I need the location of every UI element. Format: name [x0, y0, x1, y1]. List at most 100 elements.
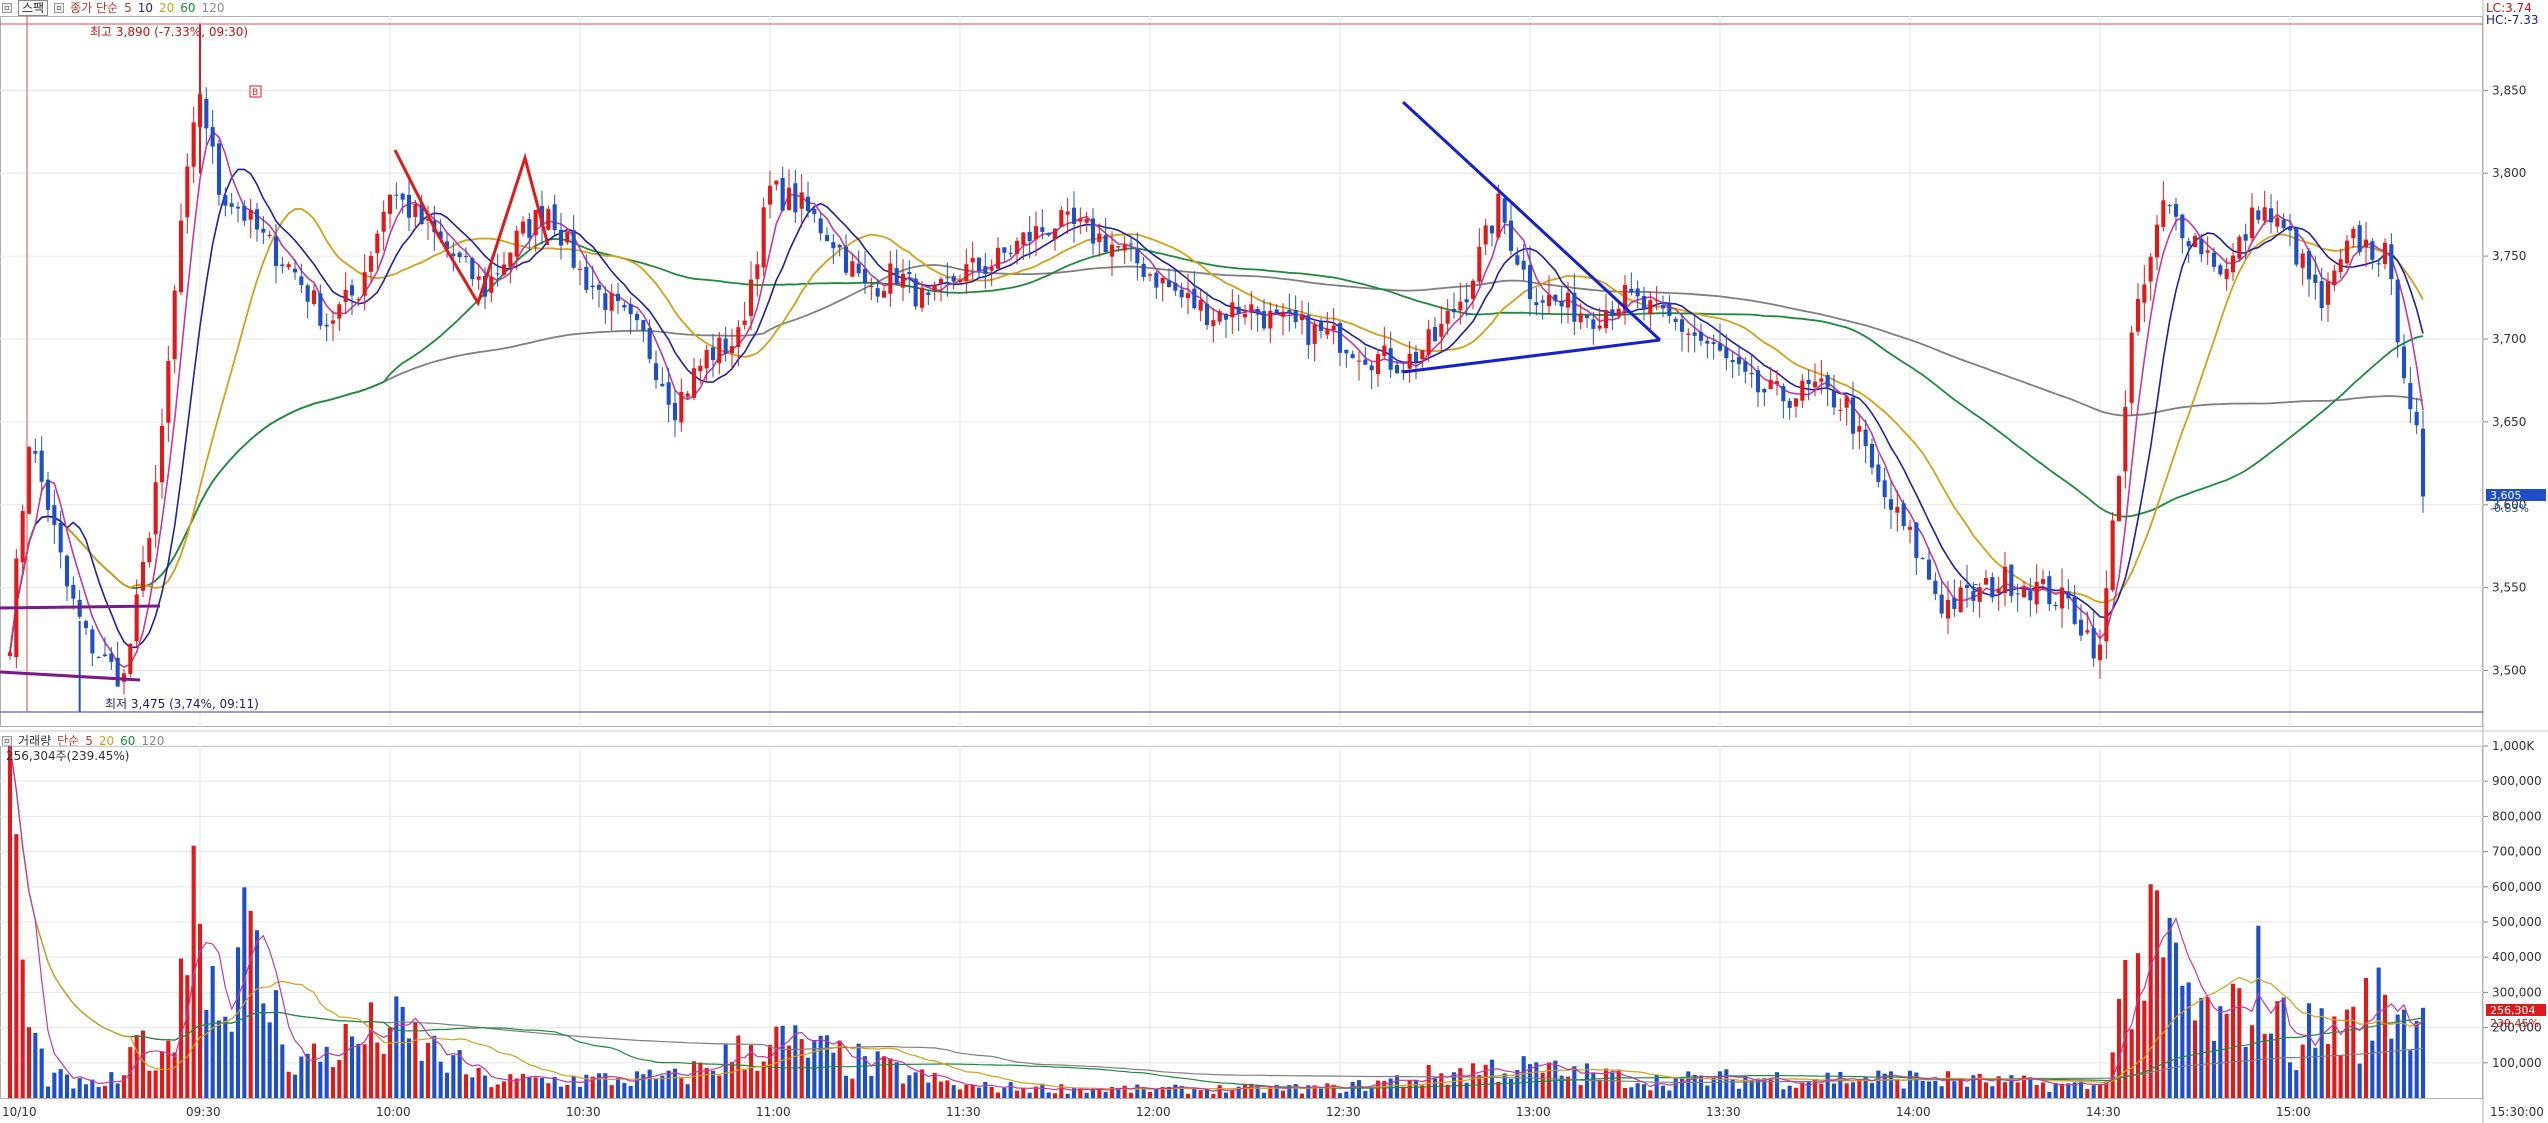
- volume-bar[interactable]: [1717, 1071, 1723, 1098]
- candle-body[interactable]: [2116, 476, 2122, 522]
- volume-bar[interactable]: [1749, 1080, 1754, 1098]
- candle-body[interactable]: [1736, 357, 1742, 364]
- candle-body[interactable]: [1312, 324, 1317, 344]
- buy-marker[interactable]: [249, 85, 262, 98]
- volume-bar[interactable]: [641, 1074, 646, 1098]
- volume-bar[interactable]: [1306, 1085, 1311, 1098]
- volume-bar[interactable]: [2085, 1088, 2090, 1098]
- candle-body[interactable]: [1705, 340, 1710, 344]
- candle-body[interactable]: [1198, 300, 1203, 311]
- volume-bar[interactable]: [767, 1044, 773, 1098]
- candle-body[interactable]: [881, 290, 887, 298]
- candle-body[interactable]: [368, 255, 374, 272]
- candle-body[interactable]: [1888, 499, 1894, 510]
- candle-body[interactable]: [1857, 426, 1862, 432]
- volume-bar[interactable]: [1958, 1079, 1963, 1098]
- volume-bar[interactable]: [1876, 1070, 1881, 1098]
- candle-body[interactable]: [96, 657, 101, 659]
- candle-body[interactable]: [957, 280, 963, 283]
- volume-bar[interactable]: [1470, 1063, 1476, 1098]
- candle-body[interactable]: [1445, 310, 1450, 324]
- candle-body[interactable]: [495, 273, 500, 275]
- volume-bar[interactable]: [1831, 1083, 1837, 1098]
- candle-body[interactable]: [660, 383, 665, 387]
- volume-bar[interactable]: [52, 1072, 57, 1098]
- candle-body[interactable]: [2401, 346, 2407, 379]
- candle-body[interactable]: [311, 290, 317, 304]
- candle-body[interactable]: [2211, 252, 2217, 267]
- candle-body[interactable]: [1217, 311, 1222, 322]
- candle-body[interactable]: [679, 391, 684, 423]
- volume-bar[interactable]: [1597, 1079, 1602, 1098]
- volume-bar[interactable]: [444, 1072, 450, 1098]
- volume-bar[interactable]: [1844, 1083, 1849, 1098]
- candle-body[interactable]: [1572, 292, 1577, 322]
- volume-bar[interactable]: [1090, 1087, 1096, 1098]
- candle-body[interactable]: [2205, 250, 2210, 253]
- candle-body[interactable]: [1502, 198, 1507, 223]
- volume-bar[interactable]: [470, 1077, 475, 1098]
- candle-body[interactable]: [989, 267, 994, 271]
- volume-bar[interactable]: [1128, 1092, 1134, 1098]
- volume-bar[interactable]: [1350, 1081, 1355, 1098]
- volume-bar[interactable]: [1882, 1073, 1887, 1098]
- candle-body[interactable]: [748, 279, 754, 316]
- candle-body[interactable]: [1648, 300, 1653, 315]
- volume-bar[interactable]: [2059, 1083, 2065, 1098]
- volume-bar[interactable]: [305, 1053, 310, 1098]
- volume-bar[interactable]: [508, 1074, 513, 1098]
- candle-body[interactable]: [1280, 311, 1286, 317]
- candle-body[interactable]: [153, 482, 158, 535]
- candle-body[interactable]: [1920, 558, 1925, 560]
- volume-bar[interactable]: [1021, 1088, 1026, 1098]
- candle-body[interactable]: [2072, 596, 2077, 624]
- candle-body[interactable]: [2034, 581, 2039, 605]
- candle-body[interactable]: [1844, 396, 1849, 408]
- volume-bar[interactable]: [425, 1042, 431, 1098]
- candle-body[interactable]: [64, 555, 70, 587]
- volume-bar[interactable]: [1546, 1062, 1552, 1098]
- volume-bar[interactable]: [1603, 1068, 1609, 1098]
- volume-bar[interactable]: [1369, 1086, 1374, 1098]
- volume-bar[interactable]: [520, 1073, 526, 1098]
- volume-bar[interactable]: [926, 1082, 931, 1098]
- candle-body[interactable]: [1749, 373, 1754, 375]
- candle-body[interactable]: [1616, 308, 1621, 317]
- volume-bar[interactable]: [1496, 1081, 1501, 1098]
- volume-bar[interactable]: [1382, 1080, 1387, 1098]
- volume-bar[interactable]: [571, 1076, 576, 1098]
- candle-body[interactable]: [267, 234, 272, 237]
- volume-bar[interactable]: [1945, 1071, 1951, 1098]
- candle-body[interactable]: [1812, 381, 1818, 388]
- volume-bar[interactable]: [330, 1067, 336, 1098]
- volume-bar[interactable]: [1331, 1084, 1336, 1098]
- candle-body[interactable]: [736, 327, 741, 347]
- candle-body[interactable]: [565, 231, 570, 243]
- volume-bar[interactable]: [45, 1086, 51, 1098]
- candle-body[interactable]: [178, 220, 184, 293]
- volume-bar[interactable]: [704, 1067, 709, 1098]
- candle-body[interactable]: [970, 257, 975, 263]
- candle-body[interactable]: [2009, 564, 2014, 596]
- volume-bar[interactable]: [2319, 1008, 2324, 1098]
- candle-body[interactable]: [824, 235, 830, 242]
- volume-bar[interactable]: [1692, 1074, 1697, 1098]
- candle-body[interactable]: [2319, 281, 2324, 309]
- volume-bar[interactable]: [2034, 1084, 2039, 1098]
- volume-bar[interactable]: [159, 1051, 165, 1098]
- volume-bar[interactable]: [1325, 1083, 1330, 1098]
- volume-bar[interactable]: [2243, 1046, 2248, 1098]
- volume-bar[interactable]: [229, 1031, 234, 1098]
- candle-body[interactable]: [539, 206, 545, 226]
- volume-bar[interactable]: [1318, 1088, 1324, 1098]
- candle-body[interactable]: [305, 285, 310, 302]
- volume-bar[interactable]: [1964, 1086, 1970, 1098]
- volume-bar[interactable]: [983, 1081, 988, 1098]
- volume-bar[interactable]: [647, 1069, 652, 1098]
- volume-bar[interactable]: [1869, 1083, 1875, 1098]
- volume-bar[interactable]: [1534, 1062, 1539, 1098]
- candle-body[interactable]: [1901, 503, 1906, 527]
- candle-body[interactable]: [2294, 227, 2299, 265]
- volume-bar[interactable]: [786, 1045, 792, 1098]
- candle-body[interactable]: [204, 98, 209, 129]
